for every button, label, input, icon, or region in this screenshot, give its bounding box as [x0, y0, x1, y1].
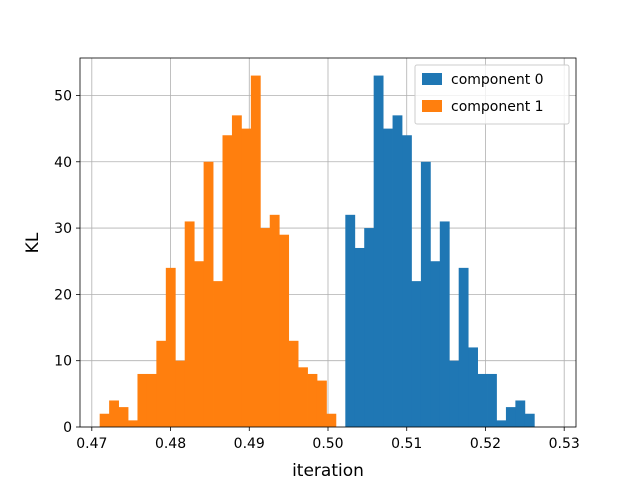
histogram-bar: [298, 367, 308, 427]
x-tick-label: 0.49: [234, 436, 265, 452]
histogram-bar: [430, 261, 441, 427]
histogram-bar: [222, 135, 233, 427]
histogram-bar: [241, 128, 252, 427]
histogram-bar: [383, 128, 393, 427]
histogram-bar: [146, 373, 157, 427]
histogram-bar: [184, 221, 195, 427]
histogram-bar: [524, 413, 535, 427]
histogram-bar: [260, 228, 271, 427]
histogram-bar: [203, 161, 214, 428]
histogram-bar: [458, 267, 469, 427]
histogram-bar: [505, 407, 516, 427]
legend-label-component-1: component 1: [451, 99, 544, 115]
x-tick-label: 0.48: [155, 436, 186, 452]
histogram-bar: [288, 340, 299, 427]
histogram-bar: [231, 115, 242, 427]
histogram-bar: [402, 135, 412, 427]
histogram-bar: [165, 267, 176, 427]
x-axis-ticks: 0.47 0.48 0.49 0.50 0.51 0.52 0.53: [76, 427, 580, 452]
histogram-bar: [477, 373, 488, 427]
histogram-bar: [269, 214, 280, 427]
histogram-bar: [468, 347, 478, 427]
histogram-bar: [118, 407, 129, 427]
legend-label-component-0: component 0: [451, 72, 544, 88]
legend-swatch-component-1: [422, 100, 442, 112]
y-tick-label: 40: [54, 155, 72, 171]
histogram-bar: [373, 75, 384, 428]
histogram-bar: [109, 400, 119, 427]
y-tick-label: 50: [54, 88, 72, 104]
histogram-bar: [250, 75, 261, 428]
y-tick-label: 0: [63, 420, 72, 436]
legend-box: [414, 64, 570, 125]
histogram-bar: [354, 247, 365, 427]
legend: component 0 component 1: [414, 64, 570, 125]
histogram-bar: [392, 115, 403, 427]
x-tick-label: 0.52: [470, 436, 501, 452]
x-tick-label: 0.51: [391, 436, 422, 452]
histogram-bar: [496, 420, 507, 427]
y-tick-label: 20: [54, 287, 72, 303]
histogram-bar: [326, 413, 337, 427]
histogram-bar: [307, 373, 318, 427]
histogram-bar: [439, 221, 450, 427]
x-tick-label: 0.53: [549, 436, 580, 452]
y-axis-ticks: 0 10 20 30 40 50: [54, 88, 80, 436]
histogram-bar: [449, 360, 460, 427]
histogram-bar: [487, 373, 497, 427]
x-tick-label: 0.47: [76, 436, 107, 452]
histogram-bar: [420, 161, 431, 428]
histogram-bar: [99, 413, 110, 427]
histogram-bar: [213, 281, 223, 427]
histogram-bar: [411, 281, 422, 427]
histogram-bar: [175, 360, 186, 427]
histogram-bar: [364, 228, 375, 427]
histogram-bar: [279, 234, 290, 427]
x-tick-label: 0.50: [312, 436, 343, 452]
x-axis-label: iteration: [292, 461, 364, 480]
histogram-bar: [137, 373, 148, 427]
y-tick-label: 10: [54, 354, 72, 370]
y-axis-label: KL: [23, 232, 43, 253]
histogram-bar: [194, 261, 205, 427]
histogram-bar: [345, 214, 356, 427]
legend-swatch-component-0: [422, 73, 442, 85]
series-1-bars: [99, 75, 337, 428]
histogram-bar: [515, 400, 526, 427]
histogram-bars: [99, 75, 535, 428]
histogram-bar: [128, 420, 138, 427]
y-tick-label: 30: [54, 221, 72, 237]
histogram-bar: [316, 380, 327, 427]
histogram-bar: [156, 340, 167, 427]
series-0-bars: [345, 75, 535, 428]
